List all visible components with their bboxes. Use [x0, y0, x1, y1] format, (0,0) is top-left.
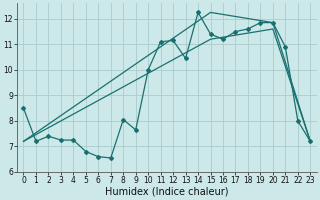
X-axis label: Humidex (Indice chaleur): Humidex (Indice chaleur)	[105, 187, 229, 197]
